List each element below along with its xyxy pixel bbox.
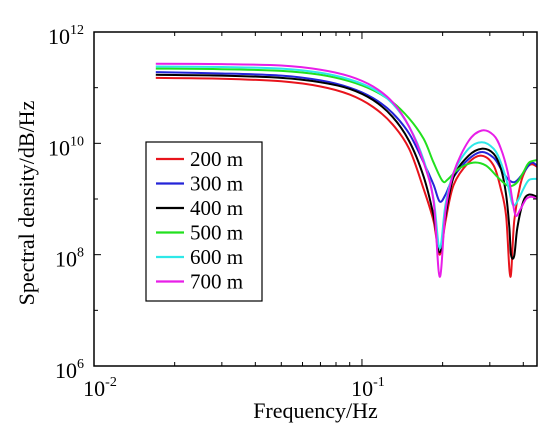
legend-label: 500 m bbox=[190, 221, 243, 245]
legend-item: 600 m bbox=[156, 245, 243, 269]
series-line-1 bbox=[155, 71, 537, 203]
legend-label: 400 m bbox=[190, 196, 243, 220]
legend-label: 600 m bbox=[190, 245, 243, 269]
legend-item: 300 m bbox=[156, 172, 243, 196]
legend-label: 700 m bbox=[190, 270, 243, 294]
y-tick-label: 1010 bbox=[48, 134, 84, 160]
x-tick-label: 10-1 bbox=[351, 375, 385, 401]
y-tick-labels: 106 108 1010 1012 bbox=[48, 23, 84, 383]
legend-box bbox=[145, 141, 263, 302]
series-line-2 bbox=[155, 73, 537, 260]
y-tick-label: 108 bbox=[55, 246, 84, 272]
legend-label: 200 m bbox=[190, 147, 243, 171]
legend-item: 700 m bbox=[156, 270, 243, 294]
series-line-3 bbox=[155, 67, 537, 188]
legend-item: 500 m bbox=[156, 221, 243, 245]
x-axis-label: Frequency/Hz bbox=[253, 398, 378, 423]
series-curves bbox=[155, 62, 537, 278]
x-tick-labels: 10-2 10-1 bbox=[83, 375, 385, 401]
x-tick-label: 10-2 bbox=[83, 375, 117, 401]
y-tick-label: 1012 bbox=[48, 23, 84, 49]
y-axis-label: Spectral density/dB/Hz bbox=[14, 100, 39, 305]
legend-item: 200 m bbox=[156, 147, 243, 171]
axis-ticks bbox=[93, 31, 537, 367]
series-line-0 bbox=[155, 76, 537, 278]
legend-label: 300 m bbox=[190, 172, 243, 196]
series-line-5 bbox=[155, 62, 537, 278]
y-tick-label: 106 bbox=[55, 357, 84, 383]
legend-item: 400 m bbox=[156, 196, 243, 220]
